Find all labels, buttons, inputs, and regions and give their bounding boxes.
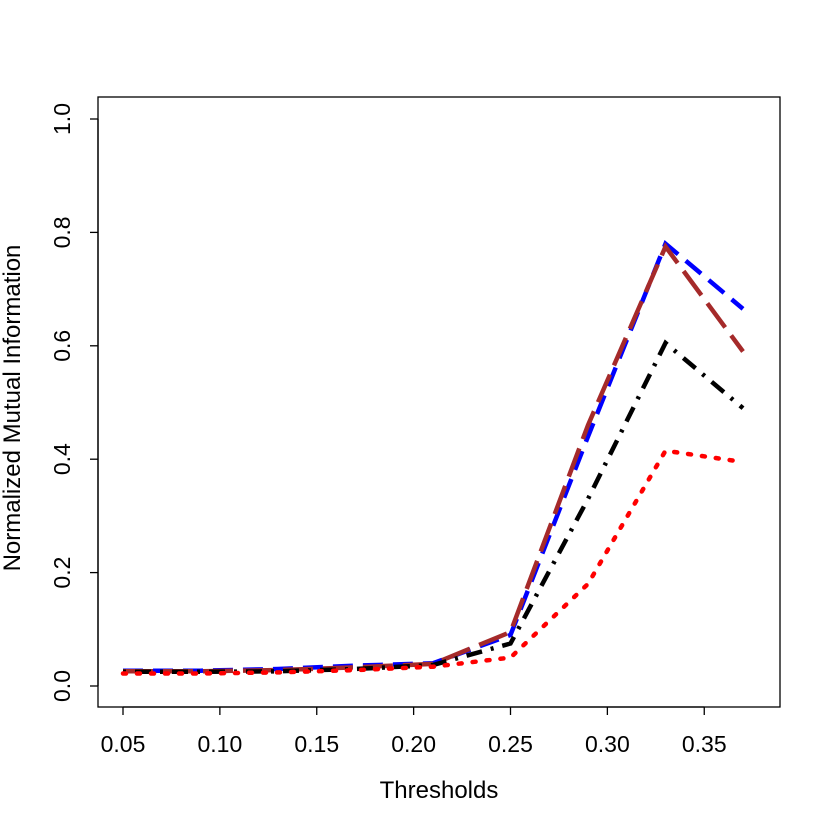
- x-tick-label: 0.10: [197, 731, 242, 757]
- series-line-2: [123, 242, 745, 674]
- x-tick-label: 0.20: [391, 731, 436, 757]
- y-axis-title: Normalized Mutual Information: [0, 245, 26, 572]
- plot-frame: [97, 96, 781, 708]
- series-layer: [120, 239, 746, 676]
- x-tick-label: 0.30: [585, 731, 630, 757]
- y-tick-label: 0.0: [49, 670, 75, 702]
- x-tick-label: 0.05: [101, 731, 146, 757]
- y-tick-label: 1.0: [49, 103, 75, 135]
- x-tick-label: 0.35: [682, 731, 727, 757]
- y-tick-label: 0.2: [49, 557, 75, 589]
- x-axis: 0.05 0.10 0.15 0.20 0.25 0.30 0.35: [101, 706, 727, 757]
- series-line-3: [123, 339, 745, 675]
- x-tick-label: 0.25: [488, 731, 533, 757]
- x-axis-title: Thresholds: [380, 777, 499, 804]
- y-tick-label: 0.6: [49, 330, 75, 362]
- y-tick-label: 0.8: [49, 216, 75, 248]
- x-tick-label: 0.15: [294, 731, 339, 757]
- y-axis: 0.0 0.2 0.4 0.6 0.8 1.0: [49, 103, 99, 702]
- series-line-4: [120, 448, 746, 676]
- y-tick-label: 0.4: [49, 443, 75, 475]
- series-line-1: [123, 239, 745, 673]
